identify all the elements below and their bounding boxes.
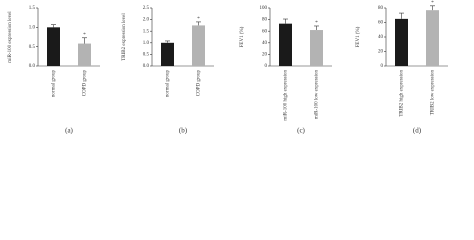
bar bbox=[395, 18, 408, 66]
bar bbox=[192, 25, 205, 66]
y-tick-label: 0.0 bbox=[143, 64, 150, 69]
y-tick-label: 60 bbox=[262, 29, 268, 34]
y-axis-label: TRIB2 expression level bbox=[122, 13, 127, 61]
y-tick-label: 1.5 bbox=[143, 29, 150, 34]
y-tick-label: 0.5 bbox=[143, 53, 150, 58]
y-tick-label: 1.0 bbox=[29, 25, 36, 30]
y-tick-label: 0 bbox=[381, 64, 384, 69]
y-tick-label: 1.0 bbox=[143, 41, 150, 46]
y-tick-label: 100 bbox=[260, 6, 268, 11]
error-bar bbox=[430, 5, 435, 11]
y-tick-label: 80 bbox=[378, 6, 384, 11]
error-bar bbox=[82, 37, 87, 44]
error-bar bbox=[399, 12, 404, 19]
y-tick-label: 40 bbox=[378, 35, 384, 40]
y-tick-label: 20 bbox=[378, 50, 384, 55]
significance-mark: * bbox=[83, 33, 86, 38]
bar bbox=[78, 43, 91, 66]
y-tick-label: 0.5 bbox=[29, 45, 36, 50]
error-bar bbox=[314, 25, 319, 31]
y-tick-label: 0.0 bbox=[29, 64, 36, 69]
y-tick-label: 0 bbox=[265, 64, 268, 69]
panel-label: (c) bbox=[297, 127, 305, 135]
error-bar bbox=[51, 24, 56, 28]
y-axis-label: FEV1 (%) bbox=[240, 26, 245, 47]
bar bbox=[310, 30, 323, 66]
error-bar bbox=[283, 18, 288, 24]
y-axis-label: FEV1 (%) bbox=[356, 26, 361, 47]
panel-label: (b) bbox=[179, 127, 188, 135]
x-tick-label: COPD group bbox=[83, 70, 88, 97]
significance-mark: * bbox=[315, 21, 318, 26]
x-tick-label: miR-100 low expression bbox=[315, 70, 320, 120]
error-bar bbox=[196, 21, 201, 26]
y-axis-label: miR-100 expression level bbox=[8, 11, 13, 63]
significance-mark: * bbox=[197, 17, 200, 22]
y-tick-label: 2.5 bbox=[143, 6, 150, 11]
bar bbox=[279, 23, 292, 66]
y-tick-label: 60 bbox=[378, 21, 384, 26]
y-tick-label: 80 bbox=[262, 18, 268, 23]
bar bbox=[161, 42, 174, 66]
x-tick-label: TRIB2 high expression bbox=[400, 70, 405, 117]
x-tick-label: TRIB2 low expression bbox=[431, 70, 436, 116]
figure: miR-100 expression level 0.0 0.5 1.0 1.5 norm… bbox=[8, 1, 448, 135]
x-tick-label: COPD group bbox=[197, 70, 202, 97]
significance-mark: * bbox=[431, 1, 434, 6]
y-tick-label: 1.5 bbox=[29, 6, 36, 11]
bar bbox=[426, 10, 439, 67]
x-tick-label: miR-100 high expression bbox=[284, 70, 289, 121]
x-tick-label: normal group bbox=[52, 70, 57, 98]
x-tick-label: normal group bbox=[166, 70, 171, 98]
panel-label: (a) bbox=[65, 127, 73, 135]
y-tick-label: 20 bbox=[262, 53, 268, 58]
panel-label: (d) bbox=[413, 127, 422, 135]
y-tick-label: 2.0 bbox=[143, 18, 150, 23]
y-tick-label: 40 bbox=[262, 41, 268, 46]
error-bar bbox=[165, 40, 170, 43]
bar bbox=[47, 27, 60, 66]
